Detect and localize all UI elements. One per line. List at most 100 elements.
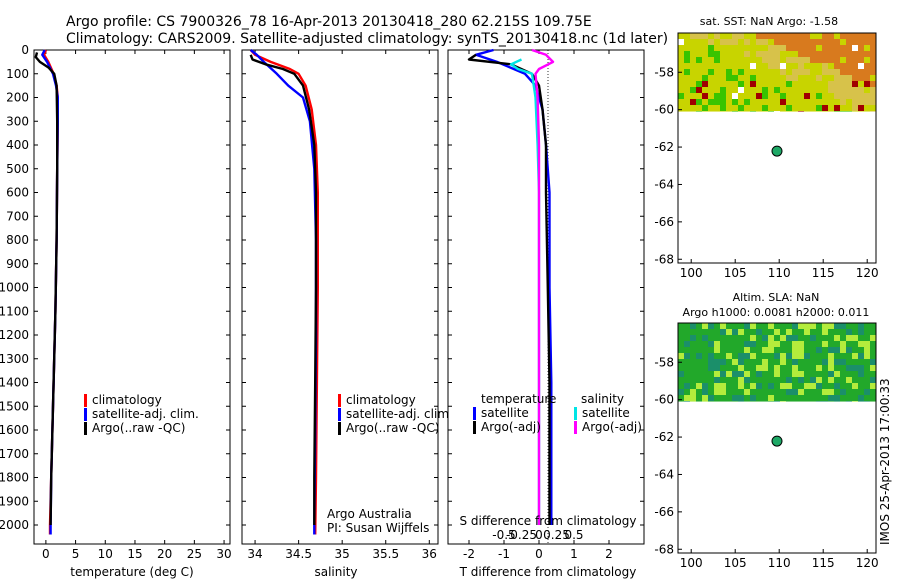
sst-field-cell bbox=[744, 39, 750, 45]
sla-field-cell bbox=[714, 383, 720, 389]
sst-field-cell bbox=[858, 51, 864, 57]
sst-field-cell bbox=[762, 33, 768, 39]
sst-field-cell bbox=[852, 63, 858, 69]
sst-xtick-label: 100 bbox=[680, 266, 703, 280]
sst-field-cell bbox=[864, 63, 870, 69]
sla-ytick-label: -60 bbox=[654, 393, 674, 407]
sst-field-cell bbox=[762, 93, 768, 99]
sst-field-cell bbox=[738, 105, 744, 111]
sla-field-cell bbox=[738, 395, 744, 401]
depth-tick-label: 1000 bbox=[0, 281, 29, 295]
difference-legend-s-satellite: satellite bbox=[582, 406, 630, 420]
sla-field-cell bbox=[786, 335, 792, 341]
sst-field-cell bbox=[768, 51, 774, 57]
sla-field-cell bbox=[774, 371, 780, 377]
sla-field-cell bbox=[870, 365, 876, 371]
sla-field-cell bbox=[828, 347, 834, 353]
sla-ytick-label: -62 bbox=[654, 430, 674, 444]
salinity-lines bbox=[249, 49, 319, 535]
sst-field-cell bbox=[732, 39, 738, 45]
depth-tick-label: 0 bbox=[21, 43, 29, 57]
sst-field-cell bbox=[834, 105, 840, 111]
sla-field-cell bbox=[708, 353, 714, 359]
sla-field-cell bbox=[720, 323, 726, 329]
sla-field-cell bbox=[828, 365, 834, 371]
sst-xtick-label: 120 bbox=[856, 266, 879, 280]
sla-field-cell bbox=[756, 365, 762, 371]
header-line-2: Climatology: CARS2009. Satellite-adjuste… bbox=[66, 31, 668, 47]
sst-field-cell bbox=[774, 33, 780, 39]
depth-tick-label: 1500 bbox=[0, 399, 29, 413]
depth-tick-label: 2000 bbox=[0, 518, 29, 532]
sla-field-cell bbox=[732, 395, 738, 401]
sla-field-cell bbox=[822, 401, 828, 402]
sla-field-cell bbox=[840, 323, 846, 329]
depth-tick-label: 300 bbox=[6, 114, 29, 128]
sla-field-cell bbox=[720, 389, 726, 395]
sst-field-cell bbox=[840, 51, 846, 57]
sla-field-cell bbox=[810, 323, 816, 329]
sla-field-cell bbox=[762, 335, 768, 341]
temperature-xlabel: temperature (deg C) bbox=[70, 565, 193, 579]
sst-field-cell bbox=[756, 39, 762, 45]
sst-field-cell bbox=[696, 111, 702, 112]
sst-field-cell bbox=[714, 51, 720, 57]
sst-field-cell bbox=[828, 81, 834, 87]
sla-field-cell bbox=[696, 353, 702, 359]
sst-field-cell bbox=[702, 81, 708, 87]
sst-field-cell bbox=[726, 39, 732, 45]
sst-field-cell bbox=[840, 111, 846, 112]
depth-tick-label: 100 bbox=[6, 67, 29, 81]
sla-field-cell bbox=[798, 353, 804, 359]
sla-field-cell bbox=[714, 341, 720, 347]
sst-field-cell bbox=[840, 63, 846, 69]
sst-field-cell bbox=[732, 99, 738, 105]
sla-field-cell bbox=[792, 365, 798, 371]
sst-field-cell bbox=[840, 45, 846, 51]
sst-field-cell bbox=[828, 87, 834, 93]
sla-ytick-label: -68 bbox=[654, 542, 674, 556]
sla-field-cell bbox=[768, 347, 774, 353]
difference-top-xtick-label: 0.5 bbox=[564, 528, 583, 542]
sla-xtick-label: 100 bbox=[680, 556, 703, 570]
temperature-legend-climatology: climatology bbox=[92, 393, 162, 407]
difference-axes-frame bbox=[447, 49, 645, 545]
sst-ytick-label: -62 bbox=[654, 140, 674, 154]
sst-field-cell bbox=[702, 75, 708, 81]
sst-field-cell bbox=[714, 33, 720, 39]
sst-field-cell bbox=[834, 93, 840, 99]
sla-field-cell bbox=[840, 341, 846, 347]
sla-field-cell bbox=[702, 389, 708, 395]
sla-field-cell bbox=[840, 389, 846, 395]
sla-field-cell bbox=[846, 401, 852, 402]
salinity-xtick-label: 34 bbox=[247, 547, 262, 561]
sst-field-cell bbox=[810, 57, 816, 63]
sst-field-cell bbox=[762, 105, 768, 111]
sla-field-cell bbox=[792, 323, 798, 329]
sst-field-cell bbox=[828, 69, 834, 75]
sla-field-cell bbox=[846, 329, 852, 335]
sst-field-cell bbox=[822, 39, 828, 45]
sst-field-cell bbox=[810, 51, 816, 57]
sst-field-cell bbox=[738, 87, 744, 93]
sla-field-cell bbox=[858, 323, 864, 329]
sla-field-cell bbox=[714, 359, 720, 365]
sla-field-cell bbox=[792, 341, 798, 347]
sst-field-cell bbox=[792, 45, 798, 51]
sst-field-cell bbox=[780, 93, 786, 99]
difference-series-3 bbox=[531, 48, 555, 525]
depth-tick-label: 1600 bbox=[0, 423, 29, 437]
sla-field-cell bbox=[780, 383, 786, 389]
sla-field bbox=[678, 323, 876, 402]
sst-field-cell bbox=[684, 51, 690, 57]
difference-lines bbox=[467, 48, 555, 525]
sla-field-cell bbox=[834, 395, 840, 401]
sla-field-cell bbox=[696, 383, 702, 389]
sst-field-cell bbox=[792, 39, 798, 45]
sst-field-cell bbox=[702, 105, 708, 111]
sst-field-cell bbox=[708, 51, 714, 57]
sst-field-cell bbox=[852, 45, 858, 51]
sst-field-cell bbox=[840, 93, 846, 99]
sla-field-cell bbox=[798, 341, 804, 347]
